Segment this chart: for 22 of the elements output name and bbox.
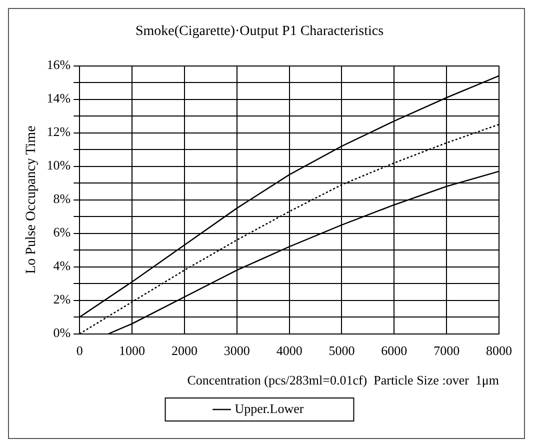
y-tick-label: 14%: [46, 90, 71, 106]
y-tick-label: 8%: [53, 191, 71, 206]
x-tick-label: 7000: [434, 343, 460, 358]
chart-title: Smoke(Cigarette)·Output P1 Characteristics: [135, 24, 384, 40]
legend-label: Upper.Lower: [234, 400, 304, 416]
y-axis-title: Lo Pulse Occupancy Time: [24, 126, 40, 274]
y-tick-label: 6%: [53, 224, 71, 240]
x-tick-label: 8000: [486, 343, 512, 358]
x-tick-label: 6000: [381, 343, 408, 358]
x-tick-label: 1000: [119, 343, 146, 358]
x-tick-label: 2000: [171, 343, 198, 358]
y-tick-label: 2%: [53, 292, 71, 307]
x-tick-label: 3000: [224, 343, 250, 358]
x-tick-label: 4000: [276, 343, 302, 358]
x-tick-label: 0: [76, 343, 83, 358]
y-tick-label: 12%: [46, 124, 71, 140]
y-tick-label: 16%: [46, 57, 71, 72]
x-tick-label: 5000: [328, 343, 355, 358]
y-tick-label: 0%: [53, 325, 71, 340]
x-axis-title: Concentration (pcs/283ml=0.01cf) Particle Size :over 1μm: [187, 372, 499, 388]
y-tick-label: 4%: [53, 258, 71, 274]
y-tick-label: 10%: [46, 158, 71, 173]
